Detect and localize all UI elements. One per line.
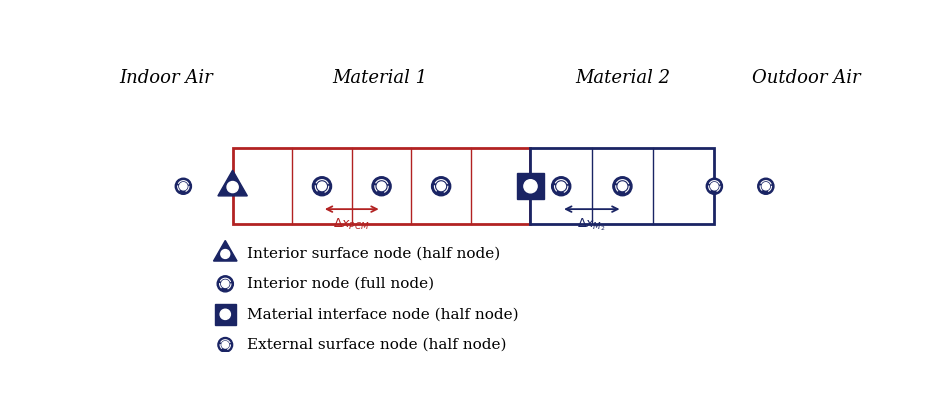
Bar: [517, 173, 544, 200]
Ellipse shape: [230, 185, 235, 190]
Ellipse shape: [223, 312, 228, 317]
Ellipse shape: [437, 182, 445, 190]
Ellipse shape: [222, 341, 229, 348]
Ellipse shape: [557, 182, 566, 190]
Ellipse shape: [179, 183, 187, 190]
Ellipse shape: [227, 181, 238, 192]
Bar: [530, 148, 715, 225]
Ellipse shape: [220, 309, 231, 320]
Bar: [215, 304, 235, 325]
Ellipse shape: [706, 178, 722, 194]
Polygon shape: [214, 240, 237, 261]
Ellipse shape: [528, 183, 533, 189]
Ellipse shape: [318, 182, 326, 190]
Text: Material 1: Material 1: [332, 69, 427, 87]
Ellipse shape: [551, 177, 570, 196]
Ellipse shape: [711, 183, 718, 190]
Text: Material 2: Material 2: [575, 69, 670, 87]
Text: $\Delta x_{PCM}$: $\Delta x_{PCM}$: [333, 217, 370, 232]
Ellipse shape: [218, 337, 233, 352]
Ellipse shape: [762, 183, 770, 190]
Text: Interior node (full node): Interior node (full node): [248, 277, 435, 291]
Ellipse shape: [221, 249, 230, 259]
Text: Outdoor Air: Outdoor Air: [752, 69, 861, 87]
Text: Interior surface node (half node): Interior surface node (half node): [248, 246, 500, 260]
Ellipse shape: [618, 182, 626, 190]
Text: External surface node (half node): External surface node (half node): [248, 338, 507, 352]
Ellipse shape: [223, 252, 227, 256]
Ellipse shape: [372, 177, 391, 196]
Ellipse shape: [378, 182, 386, 190]
Ellipse shape: [217, 276, 233, 292]
Ellipse shape: [222, 280, 229, 287]
Ellipse shape: [432, 177, 451, 196]
Text: Indoor Air: Indoor Air: [120, 69, 214, 87]
Ellipse shape: [524, 180, 537, 193]
Ellipse shape: [757, 178, 774, 194]
Polygon shape: [218, 170, 248, 196]
Ellipse shape: [312, 177, 331, 196]
Text: $\Delta x_{M_2}$: $\Delta x_{M_2}$: [577, 217, 606, 233]
Bar: [233, 148, 530, 225]
Ellipse shape: [613, 177, 632, 196]
Text: Material interface node (half node): Material interface node (half node): [248, 307, 519, 321]
Ellipse shape: [176, 178, 192, 194]
